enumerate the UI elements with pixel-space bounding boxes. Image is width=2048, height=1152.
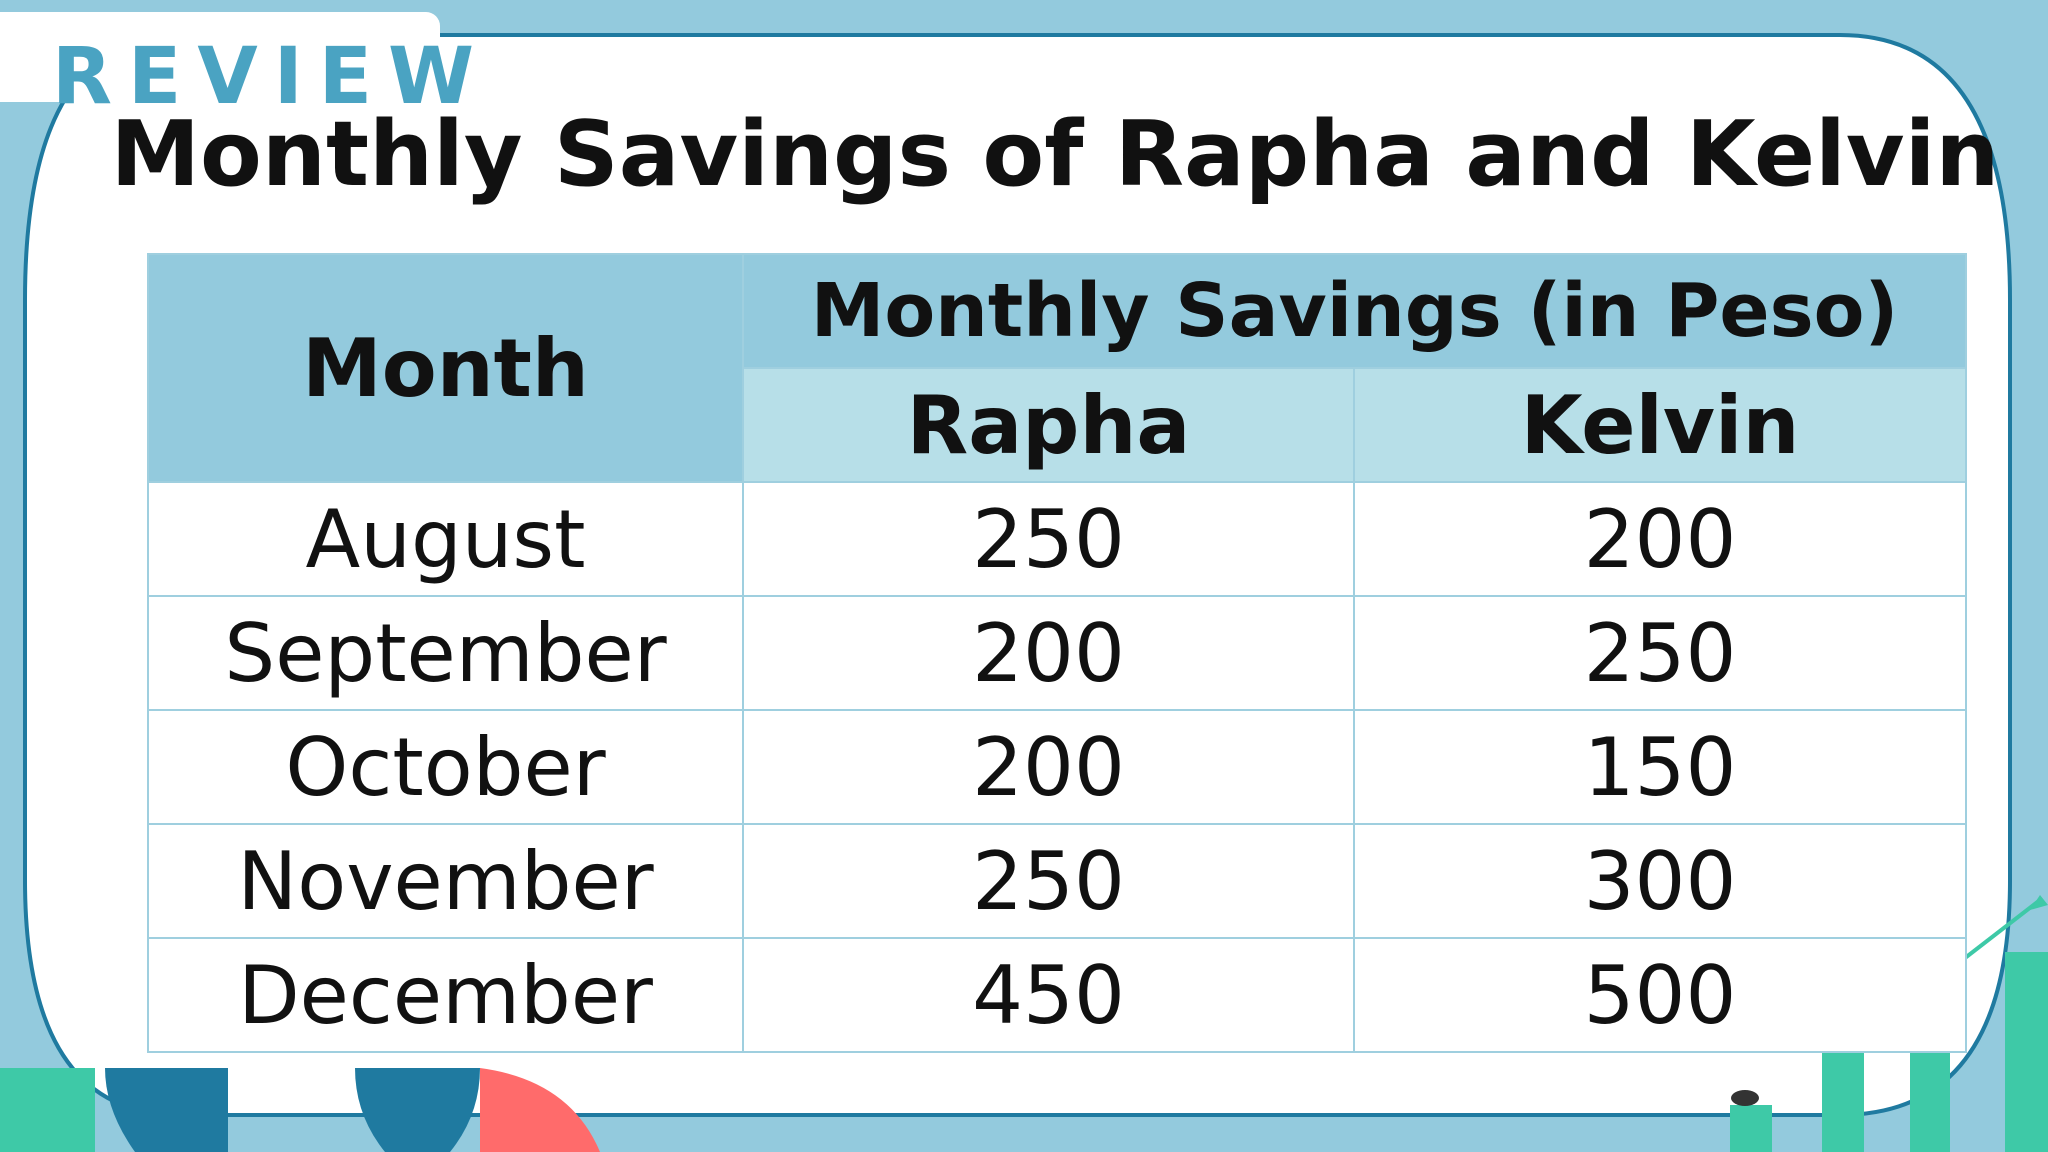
teal-bar-2 [1822,1048,1864,1152]
review-tab [0,12,440,102]
column-header-month: Month [147,253,744,483]
table-row: November 250 300 [147,823,1968,939]
cell-rapha: 250 [742,481,1355,597]
teal-bar-4 [2005,952,2048,1152]
cell-kelvin: 150 [1352,709,1968,825]
cell-rapha: 450 [742,937,1355,1053]
savings-table: Month Monthly Savings (in Peso) Rapha Ke… [147,253,1968,1053]
cell-kelvin: 200 [1352,481,1968,597]
table-row: September 200 250 [147,595,1968,711]
table-row: October 200 150 [147,709,1968,825]
table-header-row-1: Month Monthly Savings (in Peso) [147,253,1968,483]
cell-kelvin: 300 [1352,823,1968,939]
cell-rapha: 250 [742,823,1355,939]
review-label: REVIEW [52,32,491,122]
teal-bar-1 [1730,1105,1772,1152]
table-row: December 450 500 [147,937,1968,1053]
cell-month: September [147,595,744,711]
cell-kelvin: 500 [1352,937,1968,1053]
cell-month: November [147,823,744,939]
figure-foot [1731,1090,1759,1106]
coral-quarter-circle [480,1068,600,1152]
growth-arrow-head [2030,895,2048,910]
cell-rapha: 200 [742,595,1355,711]
column-header-monthly-savings: Monthly Savings (in Peso) [741,253,1968,369]
cell-month: October [147,709,744,825]
teal-block-left [0,1068,95,1152]
cell-rapha: 200 [742,709,1355,825]
cell-month: August [147,481,744,597]
navy-half-circle-1 [105,1068,228,1152]
column-header-kelvin: Kelvin [1352,367,1968,483]
column-header-rapha: Rapha [742,367,1355,483]
cell-kelvin: 250 [1352,595,1968,711]
growth-arrow [1963,898,2042,960]
cell-month: December [147,937,744,1053]
page-title: Monthly Savings of Rapha and Kelvin [110,102,2000,207]
teal-bar-3 [1910,1048,1950,1152]
table-header-row-2: Rapha Kelvin [148,367,1968,483]
navy-half-circle-2 [355,1068,480,1152]
table-row: August 250 200 [147,481,1968,597]
